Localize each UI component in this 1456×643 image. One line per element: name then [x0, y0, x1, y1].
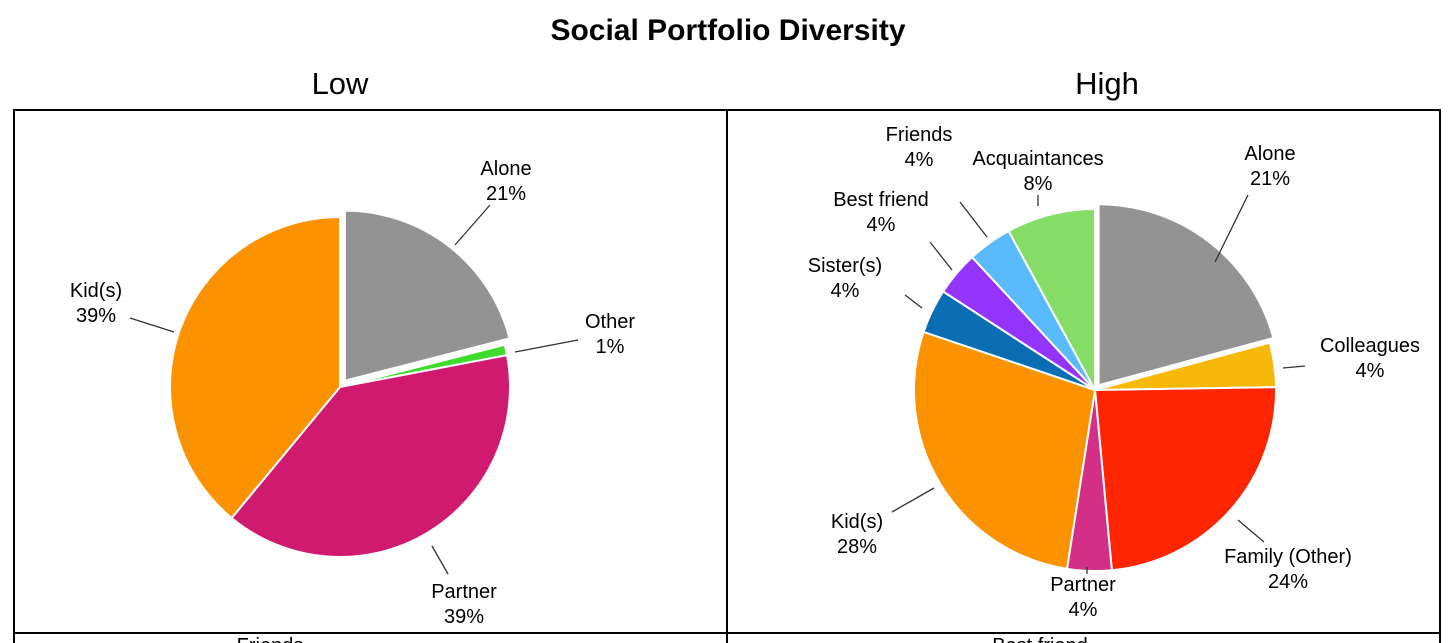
slice-label-friends: Friends: [886, 124, 953, 146]
pie-high: [913, 203, 1277, 572]
slice-label-sister-s: Sister(s): [808, 255, 882, 277]
slice-value-friends: 4%: [905, 149, 934, 171]
below-panel-text-left: Friends: [237, 635, 304, 643]
slice-label-family-other: Family (Other): [1224, 546, 1352, 568]
low-pie-title: Low: [311, 66, 369, 101]
slice-value-colleagues: 4%: [1356, 360, 1385, 382]
leader-line-partner: [431, 545, 449, 575]
leader-line-other: [514, 339, 579, 353]
slice-value-kid-s: 39%: [76, 305, 116, 327]
leader-line-kid-s: [891, 487, 935, 513]
slice-label-alone: Alone: [480, 158, 531, 180]
slice-label-partner: Partner: [431, 581, 497, 603]
leader-line-sister-s: [904, 294, 923, 309]
slice-value-alone: 21%: [486, 183, 526, 205]
slice-value-alone: 21%: [1250, 168, 1290, 190]
below-panel-text-right: Best friend: [992, 635, 1088, 643]
chart-main-title: Social Portfolio Diversity: [550, 14, 906, 47]
leader-line-family-other: [1237, 519, 1265, 543]
slice-value-sister-s: 4%: [831, 280, 860, 302]
slice-label-best-friend: Best friend: [833, 189, 929, 211]
slice-value-partner: 4%: [1069, 599, 1098, 621]
high-pie-title: High: [1075, 66, 1139, 101]
leader-line-kid-s: [129, 317, 175, 333]
slice-value-partner: 39%: [444, 606, 484, 628]
pie-low: [169, 209, 511, 558]
pie-slice-kid-s: [169, 215, 341, 520]
leader-line-colleagues: [1282, 365, 1306, 369]
slice-label-partner: Partner: [1050, 574, 1116, 596]
panel-frame: [13, 109, 1441, 643]
slice-label-alone: Alone: [1244, 143, 1295, 165]
slice-label-kid-s: Kid(s): [831, 511, 883, 533]
slice-label-kid-s: Kid(s): [70, 280, 122, 302]
leader-line-friends: [959, 201, 988, 238]
leader-line-alone: [1214, 194, 1249, 263]
pie-slice-kid-s: [913, 330, 1097, 570]
slice-label-colleagues: Colleagues: [1320, 335, 1420, 357]
pie-slice-alone: [1097, 203, 1275, 387]
slice-label-acquaintances: Acquaintances: [972, 148, 1103, 170]
pie-slice-family-other: [1093, 386, 1277, 572]
pie-slice-acquaintances: [1007, 207, 1096, 391]
pie-low-labels: Alone 21% Other 1% Partner 39% Kid(s) 39%: [70, 158, 635, 628]
pie-slice-alone: [343, 209, 511, 382]
slice-value-acquaintances: 8%: [1024, 173, 1053, 195]
leader-line-alone: [454, 204, 491, 246]
slice-value-kid-s: 28%: [837, 536, 877, 558]
slice-label-other: Other: [585, 311, 635, 333]
slice-value-family-other: 24%: [1268, 571, 1308, 593]
pie-high-labels: Alone 21% Colleagues 4% Family (Other) 24% Par…: [808, 124, 1420, 621]
leader-line-best-friend: [929, 241, 953, 271]
slice-value-other: 1%: [596, 336, 625, 358]
pie-slice-partner: [230, 353, 511, 558]
slice-value-best-friend: 4%: [867, 214, 896, 236]
